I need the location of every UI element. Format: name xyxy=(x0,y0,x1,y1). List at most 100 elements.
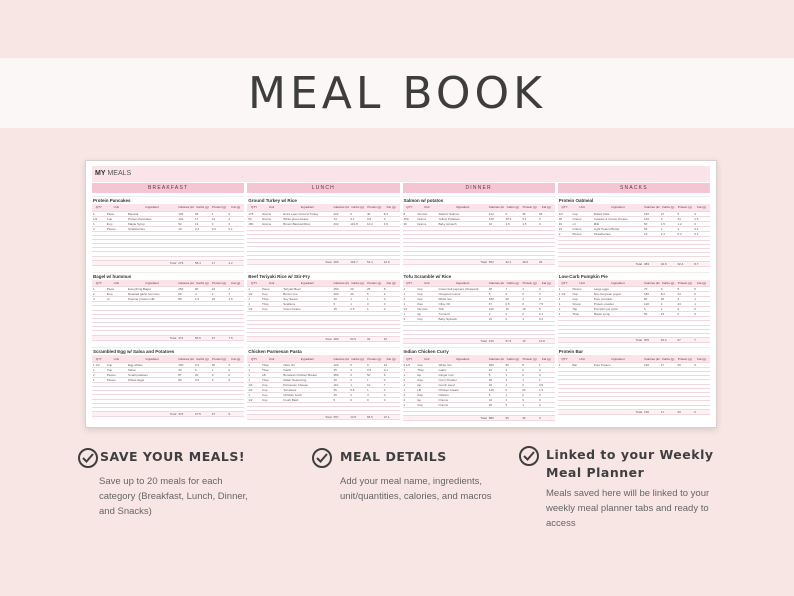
table-cell[interactable]: Cup xyxy=(416,291,438,298)
table-cell[interactable] xyxy=(504,255,522,261)
table-cell[interactable] xyxy=(659,333,677,339)
table-cell[interactable] xyxy=(127,314,178,319)
table-cell[interactable] xyxy=(643,400,660,406)
table-cell[interactable] xyxy=(437,226,488,231)
table-cell[interactable] xyxy=(177,394,194,400)
table-cell[interactable] xyxy=(676,236,694,241)
table-cell[interactable] xyxy=(676,329,694,334)
table-row[interactable] xyxy=(247,315,400,321)
table-cell[interactable]: Cup xyxy=(571,291,593,298)
table-cell[interactable] xyxy=(592,400,643,406)
table-cell[interactable] xyxy=(592,329,643,334)
table-cell[interactable]: 15 xyxy=(332,306,350,313)
table-cell[interactable]: 0 xyxy=(504,211,522,217)
table-cell[interactable] xyxy=(402,334,417,339)
table-cell[interactable] xyxy=(592,252,643,258)
table-row[interactable]: 15 Grams Light Peanut Butter 53 1 2 4.1 xyxy=(557,226,710,232)
table-cell[interactable] xyxy=(247,311,261,317)
table-cell[interactable] xyxy=(487,246,505,252)
table-cell[interactable] xyxy=(282,410,333,416)
table-cell[interactable] xyxy=(504,321,522,327)
table-cell[interactable] xyxy=(693,240,710,245)
table-cell[interactable] xyxy=(260,251,283,256)
table-cell[interactable]: 222 xyxy=(332,211,350,217)
table-cell[interactable] xyxy=(643,325,660,330)
table-cell[interactable] xyxy=(382,246,400,252)
table-cell[interactable]: 180 xyxy=(487,296,505,303)
table-cell[interactable] xyxy=(365,230,383,235)
table-cell[interactable]: 0 xyxy=(227,362,245,368)
table-cell[interactable]: 4 xyxy=(193,291,211,298)
table-cell[interactable]: 3 xyxy=(92,226,106,232)
table-cell[interactable] xyxy=(571,252,593,258)
table-cell[interactable] xyxy=(571,316,593,322)
table-row[interactable]: 1 Piece Everything Bagel 250 50 10 2 xyxy=(92,286,245,293)
table-cell[interactable] xyxy=(693,384,710,389)
table-cell[interactable]: 1.6 xyxy=(504,221,522,227)
table-cell[interactable] xyxy=(177,390,194,396)
table-cell[interactable]: 80 xyxy=(177,296,194,303)
table-cell[interactable]: 1 xyxy=(659,226,677,232)
table-cell[interactable] xyxy=(92,256,106,261)
table-cell[interactable] xyxy=(659,325,677,330)
table-cell[interactable]: 2 xyxy=(676,226,694,232)
table-row[interactable]: 1 Tbsp Olive Oil 120 0 0 14 xyxy=(247,362,400,368)
table-cell[interactable]: 150 xyxy=(402,216,417,222)
table-cell[interactable]: Tbsp xyxy=(260,377,283,383)
table-cell[interactable] xyxy=(693,367,710,373)
table-row[interactable] xyxy=(557,252,710,258)
table-cell[interactable] xyxy=(349,406,366,412)
table-row[interactable]: 50 Grams White green beans 14 3.1 0.8 0 xyxy=(247,216,400,222)
table-cell[interactable]: 1 xyxy=(349,382,366,388)
table-cell[interactable] xyxy=(537,334,555,339)
table-cell[interactable]: 1 xyxy=(92,211,106,217)
table-cell[interactable] xyxy=(92,314,106,319)
table-cell[interactable]: 0 xyxy=(349,211,366,217)
table-cell[interactable]: 20 xyxy=(193,372,211,378)
table-cell[interactable]: 70 xyxy=(643,286,660,293)
table-row[interactable] xyxy=(92,386,245,392)
table-cell[interactable]: 1 xyxy=(537,377,555,383)
table-cell[interactable] xyxy=(260,246,283,252)
table-cell[interactable]: 25 xyxy=(365,286,383,293)
table-cell[interactable] xyxy=(659,248,677,254)
table-cell[interactable] xyxy=(127,326,178,332)
table-cell[interactable] xyxy=(332,311,350,317)
table-cell[interactable] xyxy=(177,310,194,315)
table-cell[interactable]: 5 xyxy=(487,291,505,298)
table-cell[interactable] xyxy=(537,226,555,231)
table-row[interactable]: 30 Grams Cookies & Cream Protein 120 3 24 1.5 xyxy=(557,216,710,222)
table-cell[interactable] xyxy=(592,392,643,398)
table-cell[interactable] xyxy=(247,238,261,244)
table-cell[interactable] xyxy=(193,314,211,319)
table-cell[interactable]: Curry Powder xyxy=(437,377,488,383)
table-cell[interactable]: Grams xyxy=(260,211,283,217)
table-cell[interactable] xyxy=(537,255,555,261)
table-row[interactable] xyxy=(92,394,245,400)
table-cell[interactable] xyxy=(504,325,522,331)
table-cell[interactable] xyxy=(127,310,178,315)
table-cell[interactable] xyxy=(92,239,106,245)
table-cell[interactable]: 0 xyxy=(521,392,538,398)
table-cell[interactable]: 3 xyxy=(487,311,505,318)
table-cell[interactable] xyxy=(193,239,211,245)
table-cell[interactable] xyxy=(227,301,245,307)
table-cell[interactable] xyxy=(693,333,710,339)
table-cell[interactable] xyxy=(643,252,660,258)
table-cell[interactable] xyxy=(402,230,417,235)
table-cell[interactable] xyxy=(437,411,488,417)
table-cell[interactable] xyxy=(105,326,127,332)
table-cell[interactable] xyxy=(210,399,228,404)
table-cell[interactable] xyxy=(487,251,505,256)
table-cell[interactable] xyxy=(537,407,555,413)
table-cell[interactable] xyxy=(227,399,245,404)
table-cell[interactable]: 0 xyxy=(349,372,366,378)
table-cell[interactable]: Cumin seed xyxy=(437,382,488,388)
table-cell[interactable] xyxy=(127,386,178,392)
table-cell[interactable] xyxy=(382,242,400,248)
table-cell[interactable] xyxy=(571,320,593,326)
table-cell[interactable]: Cookies & Cream Protein xyxy=(592,216,643,222)
table-cell[interactable]: 0 xyxy=(537,286,555,293)
table-cell[interactable]: Cup xyxy=(260,392,283,398)
table-cell[interactable] xyxy=(332,226,350,231)
